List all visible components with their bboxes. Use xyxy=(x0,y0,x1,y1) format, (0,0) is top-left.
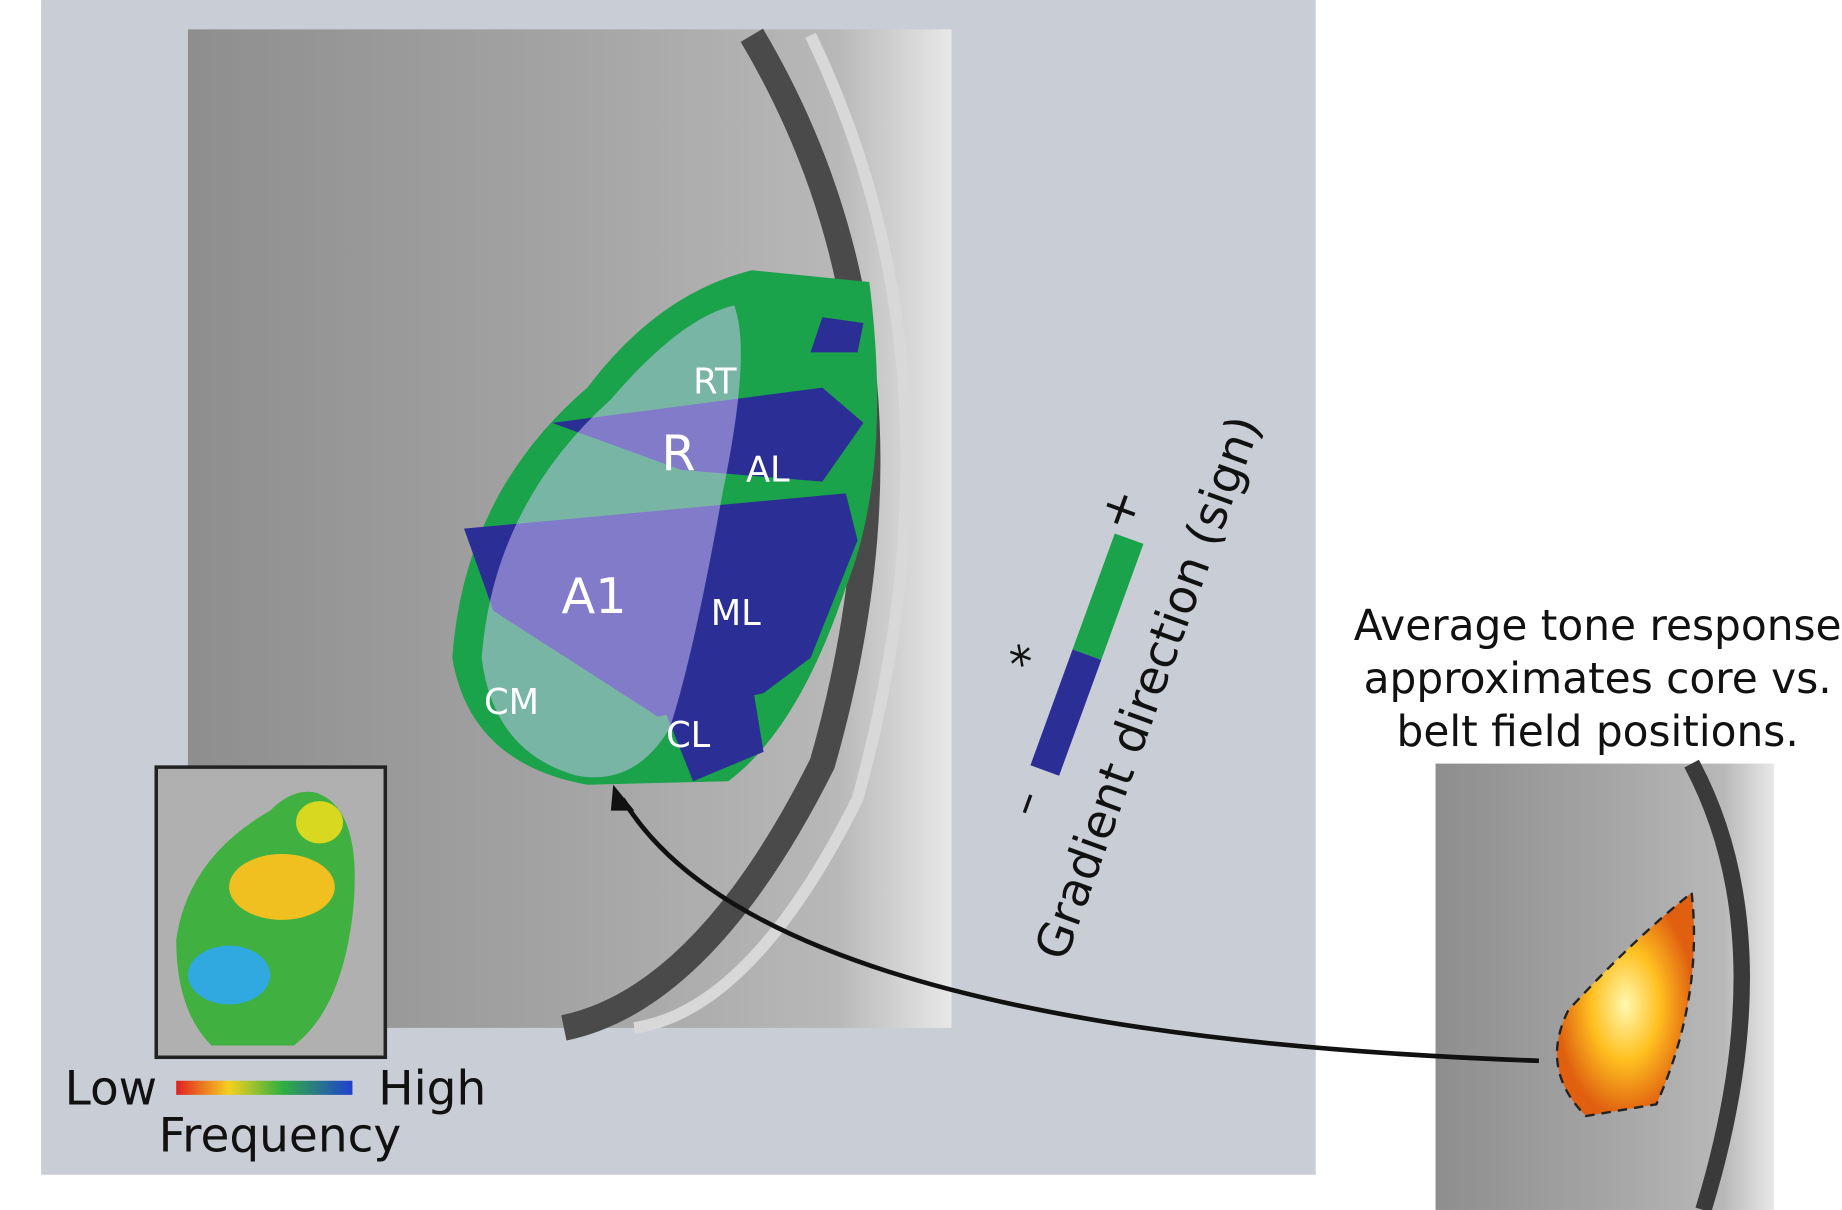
region-label: CL xyxy=(666,715,711,756)
region-label: AL xyxy=(746,450,790,491)
region-label: A1 xyxy=(562,567,627,625)
legend-title: Frequency xyxy=(159,1108,402,1163)
caption: approximates core vs. xyxy=(1364,654,1832,703)
region-label: R xyxy=(661,424,695,482)
inset-map xyxy=(229,854,335,920)
region-label: RT xyxy=(693,362,737,403)
inset-map xyxy=(296,801,343,843)
legend-low: Low xyxy=(65,1061,157,1116)
inset-map xyxy=(188,946,270,1005)
region-label: CM xyxy=(484,682,539,723)
figure: RT R AL A1 ML CM CL + * – Gradient direc… xyxy=(0,0,1842,1210)
frequency-bar xyxy=(176,1081,352,1095)
caption: Average tone response xyxy=(1354,601,1842,650)
region-label: ML xyxy=(711,593,761,634)
caption: belt field positions. xyxy=(1397,707,1799,756)
